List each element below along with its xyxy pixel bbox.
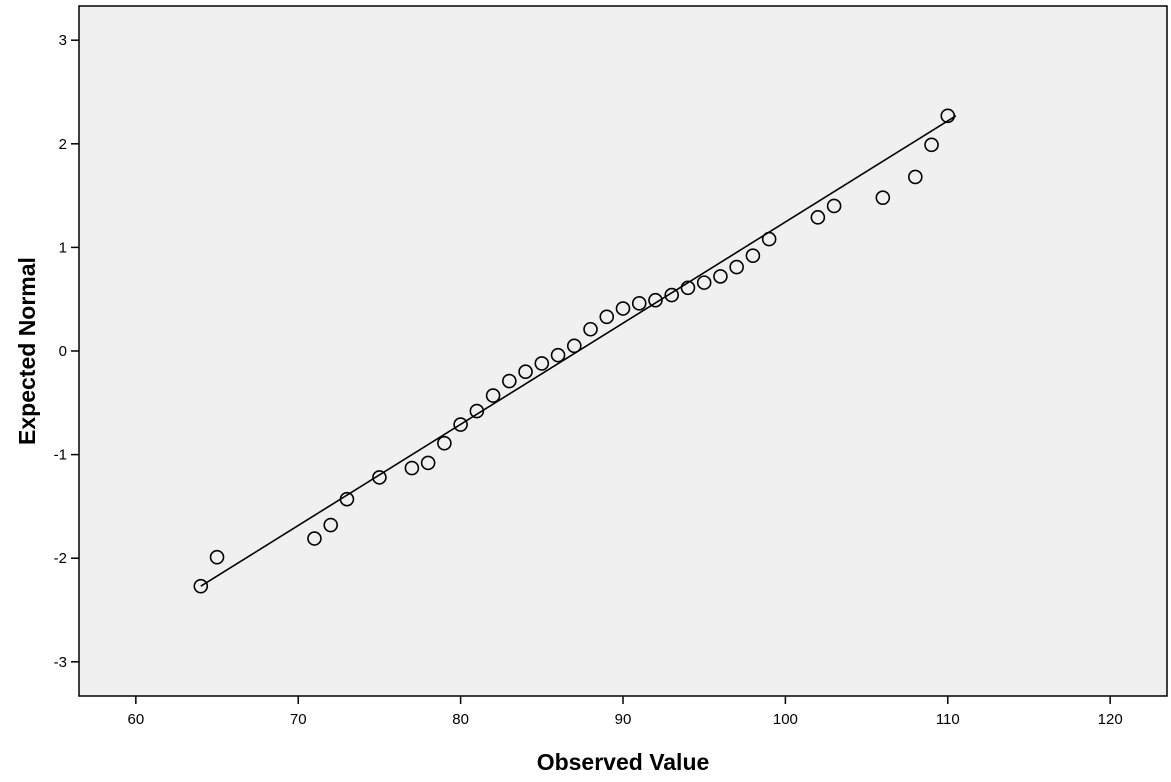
plot-area <box>78 5 1168 697</box>
data-point <box>469 403 485 419</box>
data-point <box>193 578 209 594</box>
y-axis: -3 -2 -1 0 1 2 3 <box>54 32 79 671</box>
data-point <box>631 296 647 311</box>
data-point <box>810 210 826 225</box>
data-point <box>745 248 761 263</box>
data-point <box>696 275 712 290</box>
data-point <box>518 364 533 380</box>
data-point <box>209 549 225 565</box>
x-axis-title: Observed Value <box>537 749 710 775</box>
data-point <box>437 435 452 451</box>
data-point <box>534 356 550 371</box>
data-point <box>713 269 728 284</box>
y-tick-label: -2 <box>54 550 67 567</box>
x-tick-label: 100 <box>773 711 798 728</box>
data-point <box>372 470 387 485</box>
x-tick-label: 90 <box>615 711 632 728</box>
y-tick-label: 3 <box>59 32 67 49</box>
x-tick-label: 60 <box>127 711 144 728</box>
data-point <box>648 292 663 308</box>
x-tick-label: 110 <box>936 711 960 728</box>
data-point <box>323 517 339 533</box>
data-point <box>550 347 566 363</box>
data-point <box>339 491 355 507</box>
y-tick-label: 0 <box>59 343 67 360</box>
data-point <box>761 231 777 247</box>
data-point <box>599 309 615 325</box>
data-point <box>502 373 517 389</box>
x-tick-label: 120 <box>1098 711 1123 728</box>
data-point <box>615 301 631 316</box>
data-point <box>940 108 956 124</box>
y-tick-label: -1 <box>54 447 67 464</box>
data-point <box>907 169 923 185</box>
data-point <box>826 198 842 214</box>
data-point <box>404 460 420 476</box>
data-point <box>875 190 891 205</box>
data-point <box>924 137 939 153</box>
data-point <box>729 259 744 275</box>
data-point <box>566 338 582 354</box>
data-point <box>307 531 322 546</box>
data-points <box>193 108 956 594</box>
y-tick-label: -3 <box>54 654 67 671</box>
data-point <box>485 388 501 403</box>
y-axis-title: Expected Normal <box>14 257 40 445</box>
y-tick-label: 2 <box>59 136 67 153</box>
data-point <box>583 321 598 337</box>
x-axis: 60 70 80 90 100 110 120 <box>127 696 1123 728</box>
x-tick-label: 80 <box>452 711 469 728</box>
y-tick-label: 1 <box>59 239 67 256</box>
data-point <box>453 417 468 432</box>
data-point <box>420 455 436 471</box>
data-point <box>664 287 680 303</box>
x-tick-label: 70 <box>290 711 307 728</box>
data-point <box>680 280 696 296</box>
